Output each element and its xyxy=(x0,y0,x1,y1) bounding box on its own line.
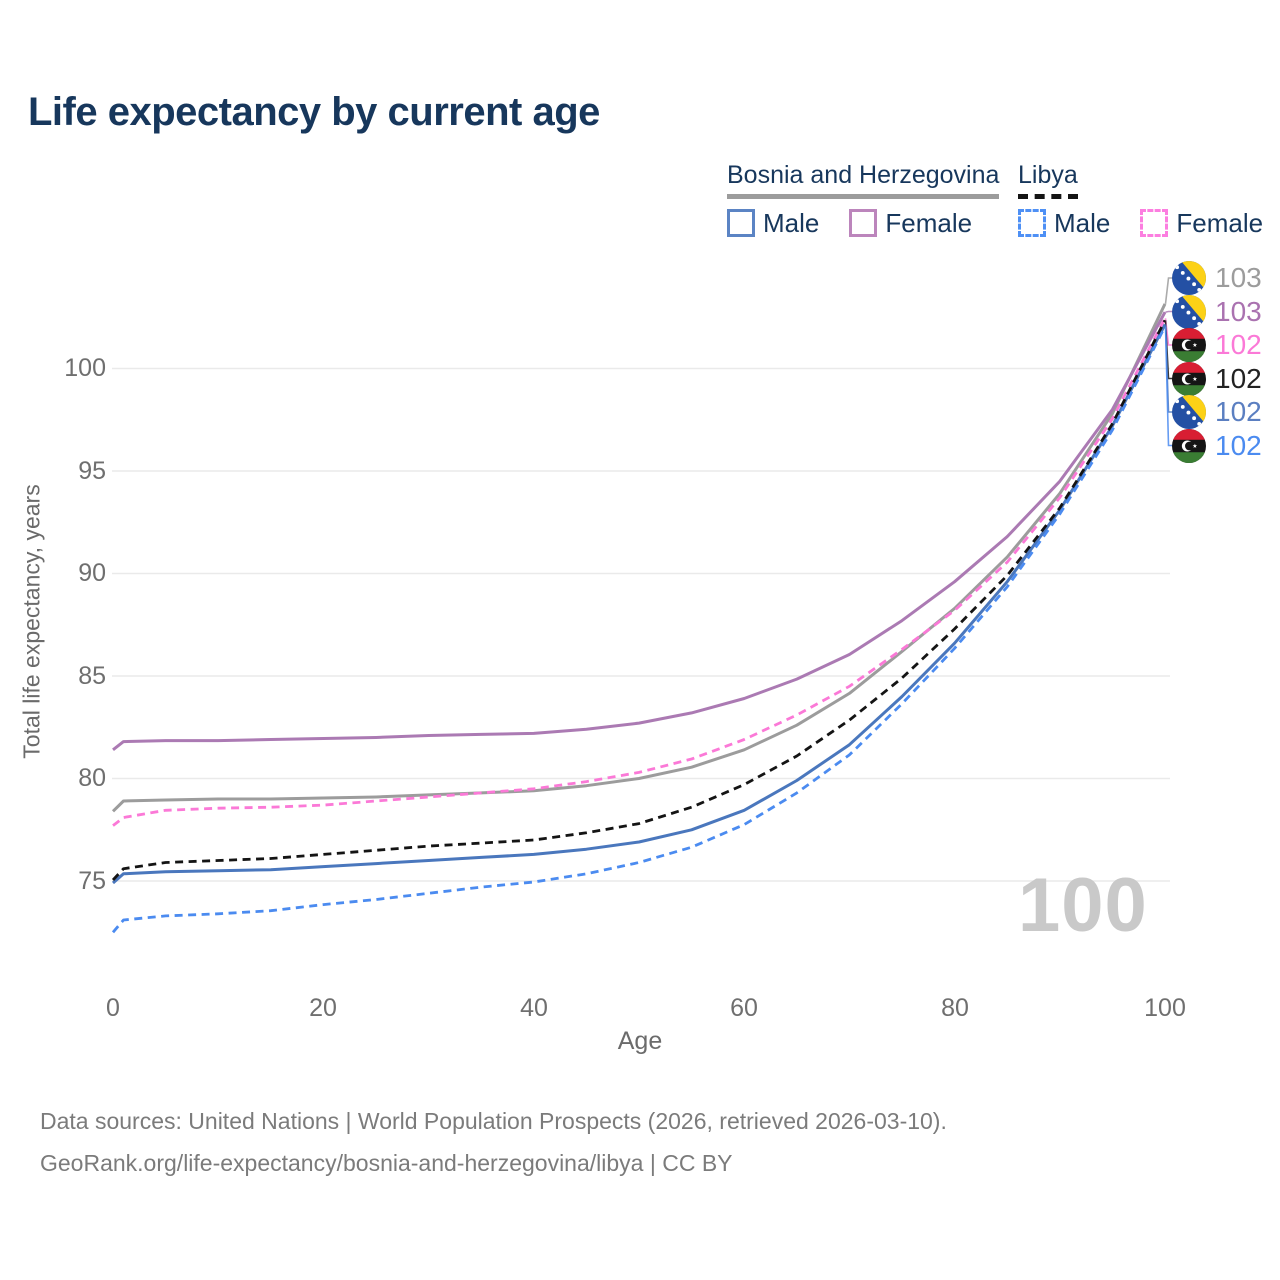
legend-group-bosnia: Bosnia and Herzegovina Male Female xyxy=(727,161,1000,238)
y-tick-80: 80 xyxy=(78,764,106,792)
bosnia-female-swatch-icon xyxy=(849,208,878,237)
series-line-libya-female xyxy=(112,317,1167,827)
legend-country-libya[interactable]: Libya xyxy=(1018,161,1078,199)
libya-female-swatch-icon xyxy=(1140,208,1169,237)
y-tick-85: 85 xyxy=(78,662,106,690)
libya-male-swatch-icon xyxy=(1018,208,1046,237)
series-line-bosnia-male xyxy=(112,323,1167,885)
legend-item-label: Male xyxy=(1054,207,1111,238)
end-value-label: 102 xyxy=(1215,362,1262,394)
x-tick-60: 60 xyxy=(730,994,758,1022)
y-tick-75: 75 xyxy=(78,867,106,895)
legend-item-libya-male[interactable]: Male xyxy=(1018,207,1111,238)
data-sources-line: Data sources: United Nations | World Pop… xyxy=(40,1108,947,1134)
series-line-libya-male xyxy=(111,325,1167,934)
y-tick-90: 90 xyxy=(78,559,106,587)
x-tick-100: 100 xyxy=(1144,994,1186,1022)
bosnia-male-swatch-icon xyxy=(727,208,755,237)
y-tick-95: 95 xyxy=(78,457,106,485)
gridlines xyxy=(112,367,1170,882)
age-counter-watermark: 100 xyxy=(1018,863,1148,948)
end-value-row-libya-total: 102 xyxy=(1172,361,1262,396)
end-value-row-libya-female: 102 xyxy=(1172,328,1262,362)
end-value-row-libya-male: 102 xyxy=(1172,428,1262,463)
x-tick-0: 0 xyxy=(106,994,120,1022)
x-tick-80: 80 xyxy=(941,994,969,1022)
legend-group-libya: Libya Male Female xyxy=(1018,161,1264,238)
attribution-line: GeoRank.org/life-expectancy/bosnia-and-h… xyxy=(40,1150,733,1176)
libya-flag-icon xyxy=(1172,361,1206,396)
x-tick-20: 20 xyxy=(309,994,337,1022)
legend-item-label: Female xyxy=(885,207,973,238)
y-tick-100: 100 xyxy=(64,354,106,382)
end-value-row-bosnia-male: 102 xyxy=(1172,395,1262,429)
end-value-label: 103 xyxy=(1215,295,1262,327)
page-title: Life expectancy by current age xyxy=(28,90,600,134)
bosnia-flag-icon xyxy=(1172,294,1206,329)
series-line-bosnia-total xyxy=(111,303,1167,813)
bosnia-flag-icon xyxy=(1172,395,1206,429)
end-value-label: 102 xyxy=(1215,329,1262,360)
series-line-libya-total xyxy=(111,319,1167,881)
legend-item-label: Male xyxy=(763,207,820,238)
legend-country-bosnia[interactable]: Bosnia and Herzegovina xyxy=(727,161,1000,199)
end-value-row-bosnia-total: 103 xyxy=(1172,261,1262,295)
legend-item-bosnia-female[interactable]: Female xyxy=(849,207,973,238)
y-axis-title: Total life expectancy, years xyxy=(18,484,45,759)
libya-flag-icon xyxy=(1172,428,1206,463)
x-axis-title: Age xyxy=(617,1027,663,1055)
bosnia-flag-icon xyxy=(1172,261,1206,295)
end-value-label: 102 xyxy=(1215,396,1262,427)
legend-item-label: Female xyxy=(1176,207,1264,238)
end-value-label: 102 xyxy=(1215,429,1262,461)
end-value-label: 103 xyxy=(1215,262,1262,293)
libya-flag-icon xyxy=(1172,328,1206,362)
series-line-bosnia-female xyxy=(112,311,1167,751)
end-value-row-bosnia-female: 103 xyxy=(1172,294,1262,329)
series-lines xyxy=(111,303,1167,934)
legend-item-bosnia-male[interactable]: Male xyxy=(727,207,820,238)
legend-item-libya-female[interactable]: Female xyxy=(1140,207,1264,238)
x-tick-40: 40 xyxy=(520,994,548,1022)
